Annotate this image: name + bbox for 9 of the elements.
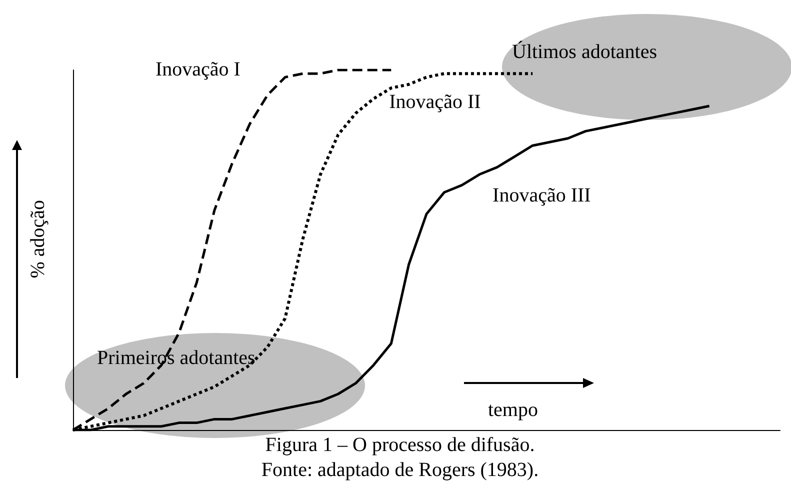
- text: Últimos adotantes: [512, 40, 658, 63]
- series-label: Inovação III: [492, 184, 591, 207]
- y-axis-title: % adoção: [27, 200, 49, 278]
- series-label: Inovação I: [155, 58, 240, 81]
- source-note: Fonte: adaptado de Rogers (1983).: [261, 459, 539, 481]
- text: Figura 1 – O processo de difusão.: [265, 434, 535, 456]
- annotation: Primeiros adotantes: [97, 347, 256, 369]
- x-axis-title: tempo: [488, 399, 538, 421]
- series-label: Inovação II: [389, 91, 481, 113]
